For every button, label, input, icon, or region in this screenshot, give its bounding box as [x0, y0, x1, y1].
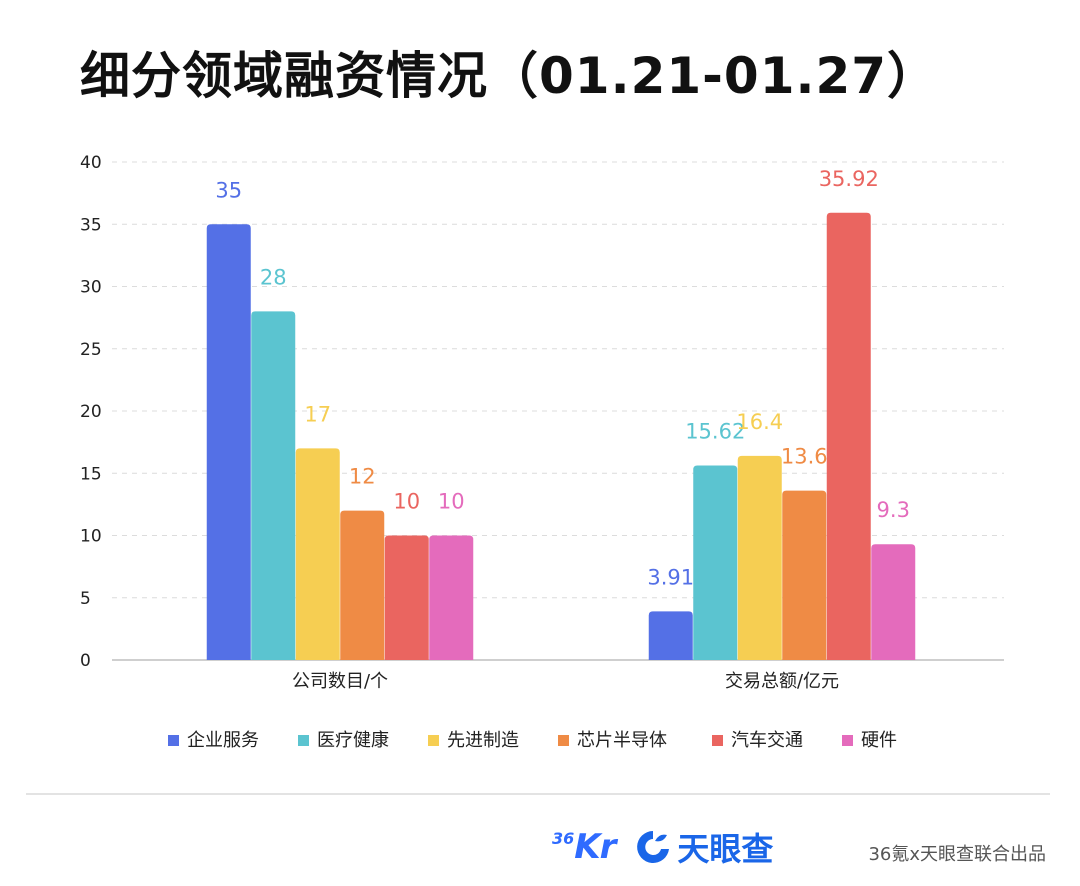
legend-swatch	[168, 735, 179, 746]
data-label: 17	[304, 402, 331, 426]
legend-item: 硬件	[842, 730, 897, 751]
legend-item: 企业服务	[168, 730, 259, 751]
data-label: 12	[349, 465, 376, 489]
x-category-label: 公司数目/个	[292, 671, 388, 692]
data-label: 35.92	[819, 167, 879, 191]
y-tick-label: 25	[80, 340, 102, 360]
bar-chart-svg: 0 5 10 15 20 25 30 35 40 公司数目/个 交易总额/亿元 35 28 17 12 10…	[80, 153, 1004, 751]
bar	[693, 465, 738, 660]
bar	[340, 510, 385, 660]
bar	[826, 212, 871, 660]
legend-label: 硬件	[861, 730, 897, 751]
footer-logos: 36 Kr 天眼查	[552, 822, 773, 872]
data-label: 13.6	[781, 445, 828, 469]
legend-label: 医疗健康	[317, 730, 389, 751]
logo-36kr-text: Kr	[574, 827, 616, 867]
data-label: 9.3	[877, 498, 910, 522]
logo-tianyancha: 天眼查	[633, 824, 773, 870]
bar	[429, 535, 474, 660]
bar	[295, 448, 340, 660]
logo-36kr-number: 36	[552, 829, 575, 848]
legend-swatch	[558, 735, 569, 746]
y-tick-label: 30	[80, 278, 102, 298]
legend-swatch	[842, 735, 853, 746]
chart-title: 细分领域融资情况（01.21-01.27）	[80, 47, 939, 105]
bar	[871, 544, 916, 660]
data-label: 35	[215, 178, 242, 202]
bar	[648, 611, 693, 660]
data-label: 28	[260, 265, 287, 289]
bar-layer	[206, 212, 916, 660]
bar	[384, 535, 429, 660]
legend-label: 企业服务	[187, 730, 259, 751]
y-tick-label: 15	[80, 464, 102, 484]
tianyancha-eye-icon	[637, 831, 670, 863]
legend-label: 汽车交通	[731, 730, 803, 751]
legend-item: 汽车交通	[712, 730, 803, 751]
y-tick-label: 5	[80, 589, 91, 609]
legend-item: 芯片半导体	[558, 730, 667, 751]
y-tick-label: 40	[80, 153, 102, 173]
legend-item: 医疗健康	[298, 730, 389, 751]
legend-label: 芯片半导体	[577, 730, 667, 751]
data-label: 3.91	[647, 565, 694, 589]
x-category-label: 交易总额/亿元	[725, 671, 839, 692]
logo-tianyancha-text: 天眼查	[677, 830, 774, 868]
y-tick-label: 0	[80, 651, 91, 671]
y-tick-label: 10	[80, 527, 102, 547]
data-label: 10	[438, 490, 465, 514]
legend: 企业服务 医疗健康 先进制造 芯片半导体 汽车交通 硬件	[168, 730, 897, 751]
bar	[251, 311, 296, 660]
bar	[782, 490, 827, 660]
y-tick-label: 20	[80, 402, 102, 422]
logo-36kr: 36 Kr	[552, 827, 616, 867]
footer-credit: 36氪x天眼查联合出品	[868, 844, 1046, 865]
y-tick-label: 35	[80, 215, 102, 235]
legend-swatch	[428, 735, 439, 746]
bar	[206, 224, 251, 660]
data-label: 15.62	[685, 420, 745, 444]
footer-divider	[26, 793, 1050, 795]
bar	[737, 455, 782, 660]
legend-swatch	[712, 735, 723, 746]
legend-label: 先进制造	[447, 730, 519, 751]
data-label: 10	[393, 490, 420, 514]
bar-chart: 0 5 10 15 20 25 30 35 40 公司数目/个 交易总额/亿元 35 28 17 12 10…	[80, 153, 1004, 751]
data-label: 16.4	[736, 410, 783, 434]
legend-item: 先进制造	[428, 730, 519, 751]
legend-swatch	[298, 735, 309, 746]
